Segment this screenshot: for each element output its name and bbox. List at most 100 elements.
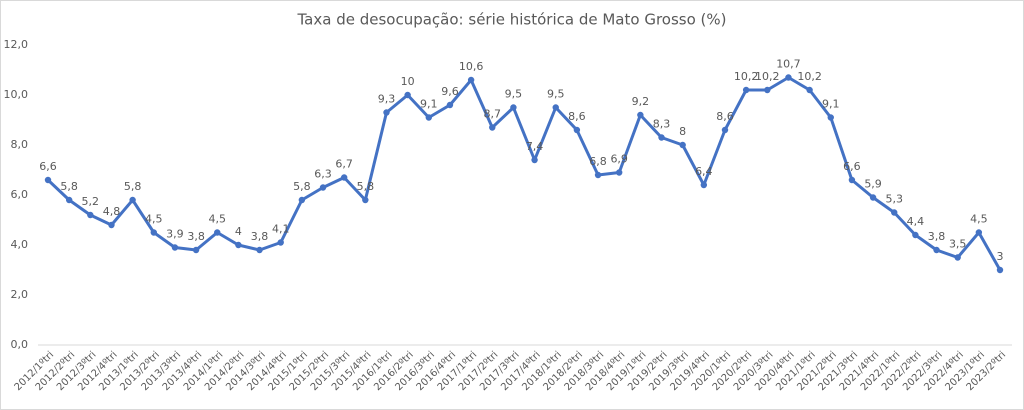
point (65, 196, 73, 204)
data-label: 9,1 (420, 98, 438, 111)
point (467, 76, 475, 84)
point (319, 184, 327, 191)
point (510, 104, 517, 111)
point (192, 246, 200, 254)
point (975, 229, 983, 236)
point (954, 254, 961, 261)
data-label: 7,4 (526, 140, 544, 153)
data-label: 5,2 (82, 195, 100, 208)
data-label: 9,3 (378, 93, 396, 106)
point (531, 156, 538, 164)
data-label: 6,8 (589, 155, 607, 168)
data-label: 9,5 (547, 88, 565, 101)
point (891, 209, 898, 216)
point (425, 114, 432, 121)
point (129, 196, 136, 204)
data-label: 5,3 (885, 193, 903, 206)
data-label: 4,1 (272, 223, 290, 236)
data-label: 5,8 (357, 180, 375, 193)
chart-title: Taxa de desocupação: série histórica de … (297, 11, 727, 29)
point (996, 266, 1004, 274)
data-label: 6,6 (843, 160, 861, 173)
point (340, 174, 348, 181)
data-label: 3 (997, 250, 1004, 263)
point (848, 176, 856, 184)
point (594, 171, 602, 179)
data-label: 9,5 (505, 88, 523, 101)
point (700, 181, 708, 189)
point (383, 109, 390, 116)
data-label: 6,4 (695, 165, 713, 178)
data-label: 9,6 (441, 85, 459, 98)
point (214, 229, 221, 236)
data-label: 5,8 (60, 180, 78, 193)
point (150, 229, 157, 236)
data-label: 4,5 (970, 213, 988, 226)
y-tick-label: 6,0 (11, 188, 29, 201)
point (785, 74, 792, 81)
point (869, 194, 877, 201)
point (721, 126, 729, 134)
data-label: 4,5 (145, 213, 163, 226)
point (489, 124, 496, 131)
point (171, 244, 179, 251)
line (46, 76, 1002, 271)
point (298, 196, 306, 204)
y-tick-label: 12,0 (4, 38, 29, 51)
point (256, 246, 263, 254)
point (44, 176, 52, 184)
data-label: 4,4 (907, 215, 925, 228)
point (235, 241, 242, 249)
point (827, 114, 834, 121)
data-label: 10,7 (776, 58, 801, 71)
data-label: 6,9 (610, 153, 628, 166)
y-tick-label: 10,0 (4, 88, 29, 101)
point (742, 86, 750, 94)
data-label: 8,6 (716, 110, 734, 123)
data-label: 4 (235, 225, 242, 238)
data-label: 9,2 (632, 95, 650, 108)
data-label: 6,3 (314, 168, 332, 181)
point (362, 196, 369, 204)
point (616, 169, 623, 176)
data-label: 8,7 (484, 108, 502, 121)
data-label: 10 (401, 75, 415, 88)
data-label: 9,1 (822, 98, 840, 111)
data-label: 6,7 (335, 158, 353, 171)
point (404, 91, 411, 99)
y-tick-label: 0,0 (11, 338, 29, 351)
data-label: 3,8 (928, 230, 946, 243)
data-label: 3,8 (251, 230, 269, 243)
data-label: 3,9 (166, 228, 184, 241)
data-label: 3,8 (187, 230, 205, 243)
data-label: 8,6 (568, 110, 586, 123)
data-label: 10,6 (459, 60, 484, 73)
data-label: 5,8 (293, 180, 311, 193)
data-label: 5,9 (864, 178, 882, 191)
point (277, 239, 284, 246)
data-label: 5,8 (124, 180, 142, 193)
point (912, 231, 919, 239)
point (658, 134, 665, 141)
y-tick-label: 8,0 (11, 138, 29, 151)
y-tick-label: 4,0 (11, 238, 29, 251)
data-label: 10,2 (734, 70, 759, 83)
y-tick-label: 2,0 (11, 288, 29, 301)
point (933, 246, 940, 254)
data-label: 8,3 (653, 118, 671, 131)
data-label: 10,2 (755, 70, 780, 83)
point (679, 141, 686, 149)
data-label: 10,2 (797, 70, 822, 83)
data-label: 6,6 (39, 160, 57, 173)
data-label: 4,8 (103, 205, 121, 218)
point (573, 126, 581, 134)
point (806, 86, 813, 94)
point (446, 101, 454, 109)
data-label: 8 (679, 125, 686, 138)
point (637, 111, 644, 119)
point (108, 221, 115, 229)
point (764, 86, 771, 94)
